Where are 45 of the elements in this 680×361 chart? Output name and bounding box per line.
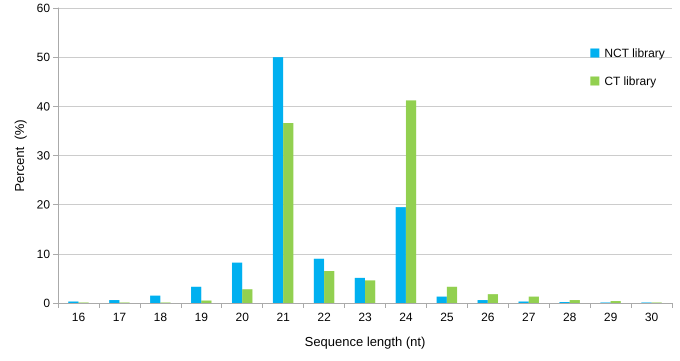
bar [109, 300, 120, 303]
legend-label: CT library [604, 74, 656, 88]
y-tick-label: 50 [36, 50, 50, 64]
bar [191, 286, 202, 303]
x-tick-label: 19 [194, 310, 208, 324]
x-tick-label: 21 [276, 310, 290, 324]
bar [528, 296, 539, 303]
x-tick-label: 27 [522, 310, 536, 324]
bar [314, 258, 324, 303]
x-tick-label: 24 [399, 310, 413, 324]
y-tick-label: 20 [36, 198, 50, 212]
x-tick-label: 28 [562, 310, 577, 324]
bar [242, 289, 252, 303]
x-tick-label: 25 [440, 310, 454, 324]
bar [570, 300, 580, 303]
bar [150, 296, 160, 303]
bar [436, 296, 447, 303]
x-tick-label: 29 [604, 310, 618, 324]
legend-label: NCT library [604, 46, 665, 60]
y-tick-label: 60 [36, 1, 50, 15]
x-tick-label: 20 [236, 310, 250, 324]
x-tick-label: 23 [358, 310, 372, 324]
x-tick-label: 16 [72, 310, 86, 324]
y-tick-label: 10 [36, 246, 50, 261]
x-tick-label: 18 [154, 310, 168, 324]
y-axis-title: Percent (%) [12, 119, 27, 192]
bar [478, 300, 488, 303]
x-tick-label: 26 [481, 310, 495, 324]
bar [272, 57, 284, 303]
y-tick-label: 0 [43, 296, 50, 310]
y-tick-label: 40 [36, 99, 50, 114]
bar [324, 271, 334, 303]
x-tick-label: 17 [112, 310, 126, 324]
bar [488, 294, 498, 303]
x-tick-label: 22 [317, 310, 332, 324]
bar [354, 278, 365, 303]
bar [283, 123, 294, 303]
bar [232, 262, 242, 303]
bar [396, 207, 406, 303]
bar [446, 286, 458, 303]
x-axis-title: Sequence length (nt) [304, 334, 426, 349]
bar [365, 280, 376, 303]
x-tick-label: 30 [644, 310, 659, 324]
bar [406, 100, 416, 303]
y-tick-label: 30 [36, 148, 50, 162]
